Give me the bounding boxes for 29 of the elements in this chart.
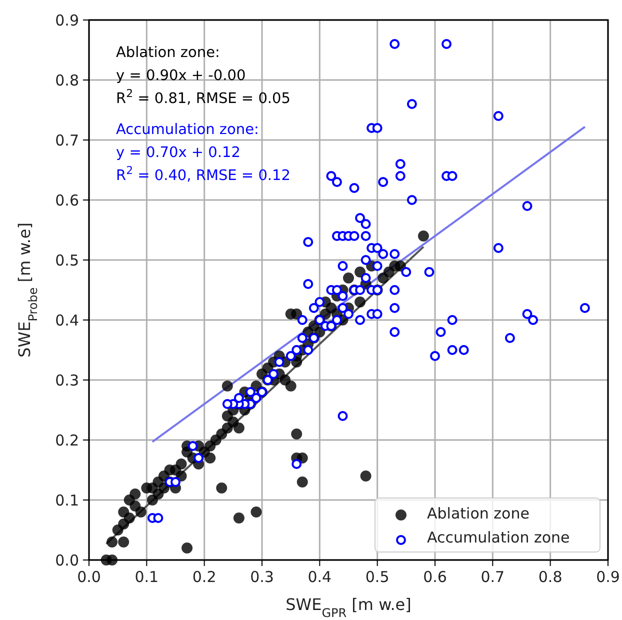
annotation: R$^{2}$ = 0.81, RMSE = 0.05 (116, 86, 290, 107)
annotation: y = 0.90x + -0.00 (116, 68, 246, 84)
annotation: Ablation zone: (116, 45, 220, 61)
y-tick-label: 0.7 (55, 131, 79, 150)
y-tick-label: 0.4 (55, 311, 79, 330)
x-tick-label: 0.6 (423, 568, 447, 586)
annotation: Accumulation zone: (116, 122, 259, 138)
annotation: y = 0.70x + 0.12 (116, 145, 240, 161)
x-tick-label: 0.5 (365, 568, 390, 586)
y-tick-label: 0.5 (55, 251, 79, 270)
x-tick-label: 0.8 (538, 568, 562, 586)
x-tick-label: 0.9 (596, 568, 620, 586)
annotation: R$^{2}$ = 0.40, RMSE = 0.12 (116, 164, 290, 184)
legend-label: Accumulation zone (427, 528, 570, 546)
x-tick-label: 0.1 (134, 568, 159, 586)
x-tick-label: 0.3 (250, 568, 274, 586)
x-tick-label: 0.2 (192, 568, 216, 586)
y-tick-label: 0.9 (55, 11, 79, 30)
x-tick-label: 0.7 (480, 568, 505, 586)
y-tick-label: 0.3 (55, 371, 79, 390)
y-tick-label: 0.8 (55, 71, 79, 90)
x-tick-label: 0.4 (308, 568, 332, 586)
x-axis-title: SWE$_{GPR}$ [m w.e] (286, 595, 412, 620)
legend-label: Ablation zone (427, 504, 530, 522)
y-tick-label: 0.6 (55, 191, 79, 210)
y-tick-label: 0.1 (55, 491, 79, 510)
y-tick-label: 0.0 (55, 551, 79, 570)
x-tick-label: 0.0 (77, 568, 101, 586)
y-tick-label: 0.2 (55, 431, 79, 450)
